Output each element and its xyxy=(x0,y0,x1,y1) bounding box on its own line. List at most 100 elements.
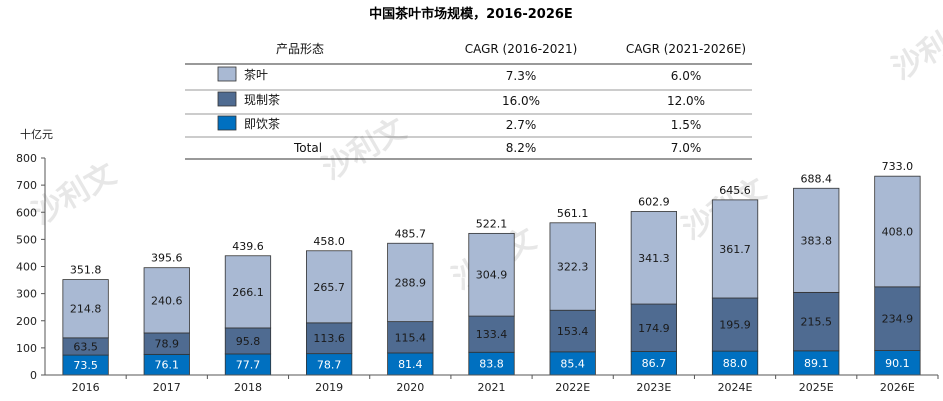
y-tick-label: 500 xyxy=(16,233,37,246)
cagr-value: 2.7% xyxy=(506,118,537,132)
bar-segment-label: 383.8 xyxy=(800,234,832,247)
bar-segment xyxy=(387,242,434,323)
bar-segment xyxy=(711,199,759,299)
cagr-value: 12.0% xyxy=(667,94,705,108)
bar-segment xyxy=(143,267,190,334)
bar-segment-label: 215.5 xyxy=(800,316,832,329)
bar-segment-label: 83.8 xyxy=(479,358,504,371)
bar-group-2024E: 88.0 195.9 361.7 645.6 xyxy=(711,184,759,376)
bar-segment-label: 73.5 xyxy=(73,359,98,372)
cagr-value: 8.2% xyxy=(506,141,537,155)
bar-segment-label: 76.1 xyxy=(155,359,180,372)
y-tick-label: 200 xyxy=(16,315,37,328)
bar-segment xyxy=(793,187,840,293)
cagr-row: Total 8.2% 7.0% xyxy=(293,141,701,155)
legend-swatch xyxy=(217,66,237,82)
y-tick-label: 300 xyxy=(16,288,37,301)
cagr-value: 7.0% xyxy=(671,141,702,155)
bar-segment-label: 266.1 xyxy=(232,286,264,299)
bar-segment-label: 63.5 xyxy=(73,340,98,353)
y-tick-label: 600 xyxy=(16,206,37,219)
bar-total-label: 688.4 xyxy=(800,172,832,185)
bar-group-2018: 77.7 95.8 266.1 439.6 xyxy=(224,240,272,376)
total-row-label: Total xyxy=(293,141,322,155)
bar-segment-label: 85.4 xyxy=(560,357,585,370)
bar-segment xyxy=(62,279,109,339)
cagr-header: CAGR (2021-2026E) xyxy=(626,42,746,56)
bar-segment-label: 234.9 xyxy=(882,313,914,326)
cagr-row: 即饮茶 2.7% 1.5% xyxy=(217,115,702,132)
bar-total-label: 395.6 xyxy=(151,252,183,265)
cagr-header: CAGR (2016-2021) xyxy=(465,42,578,56)
bar-group-2017: 76.1 78.9 240.6 395.6 xyxy=(143,252,190,376)
bar-segment-label: 304.9 xyxy=(476,269,508,282)
bars: 73.5 63.5 214.8 351.8 76.1 78.9 240.6 395.6 77.7… xyxy=(62,160,921,376)
bar-segment xyxy=(793,291,840,352)
cagr-header: 产品形态 xyxy=(276,42,324,56)
bar-group-2019: 78.7 113.6 265.7 458.0 xyxy=(306,235,353,376)
cagr-table: 产品形态 CAGR (2016-2021) CAGR (2021-2026E) 茶叶 7… xyxy=(185,42,752,160)
bar-total-label: 602.9 xyxy=(638,195,670,208)
legend-swatch xyxy=(217,115,237,131)
cagr-row: 现制茶 16.0% 12.0% xyxy=(217,91,705,108)
y-tick-label: 400 xyxy=(16,261,37,274)
x-axis: 2016 2017 2018 2019 2020 2021 2022E 2023E 2024E 2… xyxy=(45,374,939,394)
bar-segment-label: 90.1 xyxy=(885,357,910,370)
x-tick-label: 2017 xyxy=(153,381,181,394)
y-tick-label: 700 xyxy=(16,179,37,192)
bar-segment-label: 153.4 xyxy=(557,325,589,338)
bar-segment-label: 214.8 xyxy=(70,303,102,316)
bar-segment xyxy=(224,327,272,355)
bar-group-2016: 73.5 63.5 214.8 351.8 xyxy=(62,264,109,376)
bar-total-label: 522.1 xyxy=(476,217,508,230)
x-tick-label: 2019 xyxy=(315,381,343,394)
chart-title: 中国茶叶市场规模，2016-2026E xyxy=(369,6,573,22)
y-tick-label: 800 xyxy=(16,152,37,165)
bar-segment-label: 81.4 xyxy=(398,358,423,371)
watermark-text: 沙利文 xyxy=(27,157,122,232)
watermark-text: 沙利文 xyxy=(887,12,943,87)
bar-group-2022E: 85.4 153.4 322.3 561.1 xyxy=(549,207,596,376)
cagr-value: 16.0% xyxy=(502,94,540,108)
bar-segment xyxy=(549,309,596,353)
y-axis: 0 100 200 300 400 500 600 700 800 xyxy=(16,152,46,382)
bar-segment-label: 195.9 xyxy=(719,319,751,332)
bar-segment xyxy=(630,211,677,305)
bar-segment xyxy=(468,232,515,317)
x-tick-label: 2020 xyxy=(396,381,424,394)
bar-total-label: 561.1 xyxy=(557,207,589,220)
bar-segment-label: 240.6 xyxy=(151,294,183,307)
bar-segment xyxy=(630,303,677,352)
bar-total-label: 733.0 xyxy=(882,160,914,173)
bar-segment-label: 361.7 xyxy=(719,243,751,256)
legend-label: 现制茶 xyxy=(244,92,280,107)
bar-segment-label: 115.4 xyxy=(395,331,427,344)
y-tick-label: 100 xyxy=(16,342,37,355)
x-tick-label: 2023E xyxy=(636,381,671,394)
bar-group-2026E: 90.1 234.9 408.0 733.0 xyxy=(874,160,921,376)
bar-segment-label: 133.4 xyxy=(476,328,508,341)
y-unit-label: 十亿元 xyxy=(20,127,53,141)
bar-segment xyxy=(306,322,353,355)
bar-total-label: 439.6 xyxy=(232,240,264,253)
x-tick-label: 2025E xyxy=(799,381,834,394)
x-tick-label: 2026E xyxy=(880,381,915,394)
bar-total-label: 645.6 xyxy=(719,184,751,197)
bar-total-label: 485.7 xyxy=(395,227,427,240)
bar-segment-label: 95.8 xyxy=(236,335,261,348)
cagr-value: 7.3% xyxy=(506,69,537,83)
x-tick-label: 2021 xyxy=(478,381,506,394)
y-tick-label: 0 xyxy=(30,369,37,382)
bar-segment-label: 88.0 xyxy=(723,357,748,370)
bar-group-2021: 83.8 133.4 304.9 522.1 xyxy=(468,217,515,376)
cagr-value: 6.0% xyxy=(671,69,702,83)
x-tick-label: 2016 xyxy=(72,381,100,394)
cagr-value: 1.5% xyxy=(671,118,702,132)
bar-segment-label: 78.9 xyxy=(155,338,180,351)
bar-segment xyxy=(549,222,596,311)
bar-group-2025E: 89.1 215.5 383.8 688.4 xyxy=(793,172,840,376)
bar-segment xyxy=(306,250,353,324)
bar-segment-label: 77.7 xyxy=(236,358,261,371)
cagr-row: 茶叶 7.3% 6.0% xyxy=(217,66,702,83)
